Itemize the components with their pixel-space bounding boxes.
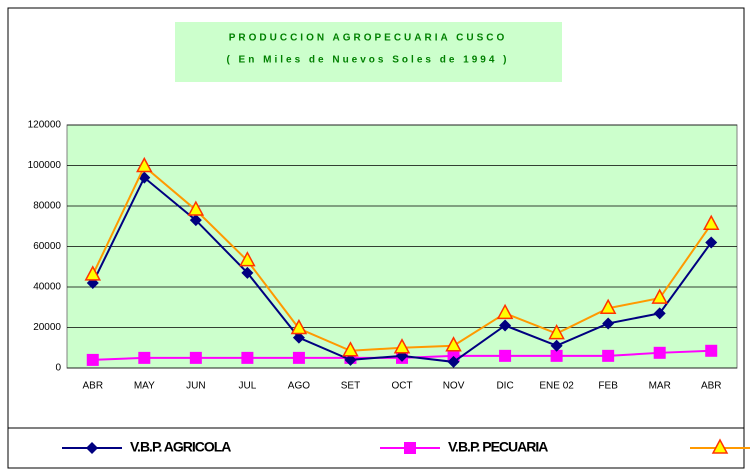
y-tick-label: 100000 (28, 160, 62, 171)
y-tick-label: 120000 (28, 120, 62, 131)
marker-diamond (189, 214, 202, 227)
marker-square (550, 349, 563, 362)
marker-diamond (602, 317, 615, 330)
marker-diamond (550, 339, 563, 352)
x-tick-label: DIC (496, 381, 513, 392)
marker-square (499, 349, 512, 362)
marker-diamond (292, 331, 305, 344)
marker-square (241, 351, 254, 364)
marker-diamond (705, 236, 718, 249)
marker-square (705, 344, 718, 357)
marker-triangle (84, 265, 102, 281)
marker-triangle (342, 341, 359, 357)
marker-diamond (241, 266, 254, 279)
chart-title: PRODUCCION AGROPECUARIA CUSCO (229, 33, 508, 44)
marker-diamond (499, 319, 512, 332)
x-tick-label: SET (341, 381, 360, 392)
y-tick-label: 0 (55, 363, 61, 374)
legend-box (7, 427, 745, 469)
x-tick-label: ABR (701, 381, 722, 392)
y-tick-label: 40000 (33, 282, 61, 293)
marker-triangle (496, 303, 514, 320)
marker-triangle (136, 156, 153, 173)
marker-square (602, 349, 615, 362)
marker-triangle (290, 318, 308, 335)
y-tick-label: 60000 (33, 241, 61, 252)
marker-square (189, 351, 202, 364)
y-tick-label: 20000 (33, 322, 61, 333)
marker-triangle (599, 298, 617, 315)
marker-diamond (344, 353, 357, 366)
marker-diamond (653, 307, 666, 320)
marker-triangle (445, 336, 462, 352)
marker-square (138, 351, 151, 364)
marker-square (404, 442, 416, 454)
marker-triangle (548, 323, 565, 340)
x-tick-label: NOV (443, 381, 465, 392)
legend-label: V.B.P. AGRICOLA (130, 439, 231, 455)
x-tick-label: JUN (186, 381, 205, 392)
x-tick-label: JUL (238, 381, 256, 392)
marker-diamond (86, 442, 98, 454)
x-tick-label: ENE 02 (539, 381, 574, 392)
marker-triangle (711, 438, 729, 454)
marker-triangle (702, 214, 720, 230)
x-tick-label: OCT (391, 381, 412, 392)
marker-diamond (447, 355, 460, 368)
title-box (175, 22, 562, 82)
marker-triangle (239, 251, 256, 267)
marker-triangle (187, 200, 205, 216)
x-tick-label: MAR (649, 381, 671, 392)
legend-label: V.B.P. PECUARIA (448, 439, 548, 455)
x-tick-label: ABR (82, 381, 103, 392)
chart-subtitle: ( En Miles de Nuevos Soles de 1994 ) (226, 55, 509, 66)
marker-triangle (651, 288, 668, 304)
marker-square (292, 351, 305, 364)
x-tick-label: FEB (598, 381, 618, 392)
x-tick-label: AGO (288, 381, 310, 392)
marker-triangle (393, 338, 411, 354)
marker-square (86, 353, 99, 366)
marker-square (653, 346, 666, 359)
y-tick-label: 80000 (33, 201, 61, 212)
x-tick-label: MAY (134, 381, 155, 392)
